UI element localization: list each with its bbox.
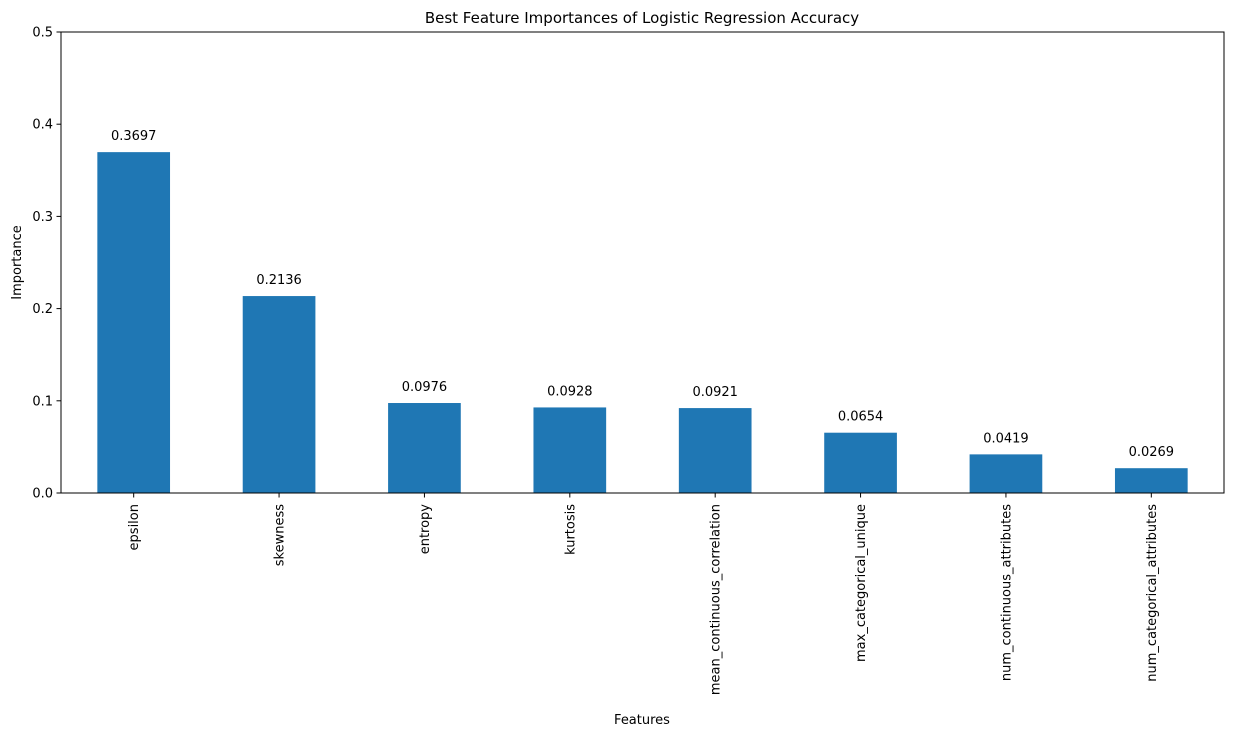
- bar-max_categorical_unique: [824, 432, 897, 493]
- y-tick-label: 0.4: [32, 118, 53, 133]
- x-tick-label-kurtosis: kurtosis: [563, 504, 578, 555]
- data-label-skewness: 0.2136: [256, 273, 302, 288]
- bar-kurtosis: [533, 407, 607, 493]
- data-label-epsilon: 0.3697: [111, 129, 157, 144]
- x-tick-label-num_continuous_attributes: num_continuous_attributes: [999, 504, 1014, 681]
- plot-frame: [60, 31, 1225, 494]
- x-tick-label-entropy: entropy: [418, 504, 433, 555]
- bars-layer: [97, 152, 1188, 493]
- chart-title: Best Feature Importances of Logistic Reg…: [425, 9, 859, 27]
- x-axis: epsilon skewness entropy kurtosis mean_conti…: [127, 493, 1160, 695]
- data-label-num_categorical_attributes: 0.0269: [1129, 445, 1175, 460]
- y-tick-label: 0.5: [32, 26, 53, 41]
- data-label-mean_continuous_correlation: 0.0921: [692, 385, 738, 400]
- data-label-max_categorical_unique: 0.0654: [838, 410, 884, 425]
- y-tick-label: 0.1: [32, 394, 53, 409]
- bar-skewness: [242, 296, 316, 493]
- x-tick-label-mean_continuous_correlation: mean_continuous_correlation: [709, 504, 724, 695]
- x-axis-label: Features: [614, 713, 670, 728]
- x-tick-label-epsilon: epsilon: [127, 504, 142, 550]
- x-tick-label-skewness: skewness: [273, 504, 288, 566]
- x-tick-label-max_categorical_unique: max_categorical_unique: [854, 504, 869, 662]
- y-axis-label: Importance: [10, 225, 25, 300]
- data-labels-layer: 0.3697 0.2136 0.0976 0.0928 0.0921 0.0654 0.04…: [111, 129, 1174, 460]
- bar-num_categorical_attributes: [1114, 468, 1188, 493]
- data-label-kurtosis: 0.0928: [547, 384, 593, 399]
- y-tick-label: 0.0: [32, 487, 53, 502]
- bar-epsilon: [97, 152, 171, 493]
- data-label-num_continuous_attributes: 0.0419: [983, 431, 1029, 446]
- y-tick-label: 0.3: [32, 210, 53, 225]
- y-tick-label: 0.2: [32, 302, 53, 317]
- bar-entropy: [388, 403, 461, 493]
- bar-mean_continuous_correlation: [678, 408, 752, 493]
- data-label-entropy: 0.0976: [402, 380, 448, 395]
- x-tick-label-num_categorical_attributes: num_categorical_attributes: [1145, 504, 1160, 682]
- y-axis: 0.0 0.1 0.2 0.3 0.4 0.5: [32, 26, 61, 502]
- bar-num_continuous_attributes: [969, 454, 1043, 493]
